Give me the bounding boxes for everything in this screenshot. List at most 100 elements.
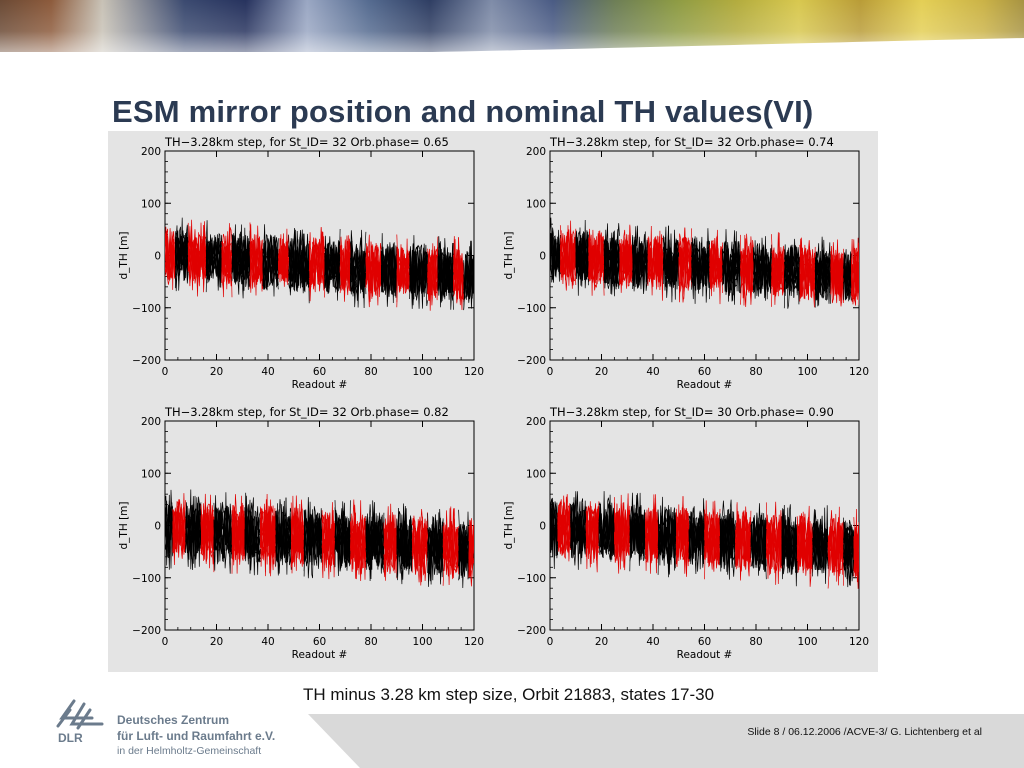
- series-line-10: [288, 241, 310, 292]
- series-line-18: [411, 516, 428, 572]
- y-tick-label: 100: [141, 198, 161, 210]
- y-tick-label: 100: [526, 198, 546, 210]
- chart-title: TH−3.28km step, for St_ID= 30 Orb.phase=…: [549, 405, 834, 419]
- series-line-21: [843, 254, 852, 301]
- series-line-1: [550, 234, 561, 277]
- series-line-19: [427, 517, 444, 585]
- series-line-12: [321, 511, 336, 559]
- series-line-6: [614, 493, 631, 555]
- x-tick-label: 20: [210, 366, 223, 378]
- series-line-1: [550, 500, 559, 557]
- series-line-14: [350, 499, 367, 573]
- series-line-5: [598, 502, 615, 556]
- series-line-10: [675, 508, 690, 577]
- series-line-17: [784, 245, 801, 297]
- series-line-7: [244, 492, 261, 561]
- series-line-7: [244, 504, 261, 571]
- logo-name-line3: in der Helmholtz-Gemeinschaft: [117, 745, 262, 757]
- series-line-11: [688, 517, 705, 560]
- series-line-1: [550, 237, 561, 278]
- series-line-5: [221, 227, 233, 282]
- x-tick-label: 80: [749, 636, 762, 648]
- series-line-21: [843, 535, 855, 586]
- series-line-17: [781, 518, 798, 575]
- series-line-14: [740, 234, 754, 293]
- y-tick-label: −100: [517, 573, 546, 585]
- series-line-2: [559, 225, 577, 281]
- series-line-18: [411, 519, 428, 583]
- series-line-17: [396, 513, 413, 581]
- chart-title: TH−3.28km step, for St_ID= 32 Orb.phase=…: [164, 405, 449, 419]
- series-line-15: [753, 240, 772, 293]
- series-line-14: [740, 240, 754, 305]
- x-tick-label: 120: [849, 636, 869, 648]
- y-tick-label: 100: [141, 468, 161, 480]
- x-tick-label: 60: [698, 636, 711, 648]
- series-line-11: [303, 518, 323, 579]
- figure-svg: TH−3.28km step, for St_ID= 32 Orb.phase=…: [118, 135, 869, 661]
- series-line-22: [463, 258, 474, 309]
- series-line-8: [647, 239, 664, 290]
- series-line-21: [843, 254, 852, 300]
- x-tick-label: 40: [261, 366, 274, 378]
- logo-name-line2: für Luft- und Raumfahrt e.V.: [117, 729, 276, 743]
- series-line-5: [221, 242, 233, 291]
- series-line-4: [200, 494, 215, 562]
- series-line-1: [165, 228, 176, 276]
- chart-title: TH−3.28km step, for St_ID= 32 Orb.phase=…: [164, 135, 449, 149]
- series-line-9: [278, 234, 289, 278]
- x-tick-label: 100: [412, 366, 432, 378]
- logo-name-line1: Deutsches Zentrum: [117, 713, 230, 727]
- series-line-6: [231, 234, 251, 299]
- series-line-13: [334, 513, 351, 562]
- x-tick-label: 100: [412, 636, 432, 648]
- series-line-13: [719, 514, 736, 562]
- series-line-7: [244, 518, 261, 576]
- series-line-8: [647, 240, 664, 301]
- x-tick-label: 40: [646, 366, 659, 378]
- series-line-12: [324, 244, 341, 290]
- series-line-6: [619, 238, 633, 284]
- series-line-11: [691, 244, 710, 304]
- series-line-14: [350, 248, 367, 308]
- x-tick-label: 80: [749, 366, 762, 378]
- series-line-20: [830, 248, 844, 304]
- series-line-19: [427, 248, 439, 298]
- series-line-16: [771, 246, 785, 298]
- series-line-18: [796, 516, 813, 574]
- series-line-7: [632, 225, 649, 290]
- series-line-18: [796, 526, 813, 568]
- y-tick-label: 100: [526, 468, 546, 480]
- series-line-10: [675, 495, 690, 574]
- y-tick-label: −200: [517, 625, 546, 637]
- series-line-8: [644, 515, 659, 574]
- series-line-20: [442, 508, 459, 566]
- series-line-3: [185, 504, 202, 568]
- series-line-5: [213, 495, 233, 550]
- x-axis-label: Readout #: [292, 649, 348, 661]
- y-tick-label: 0: [539, 251, 546, 263]
- series-line-11: [303, 506, 323, 558]
- series-line-9: [662, 240, 680, 303]
- x-tick-label: 0: [547, 636, 554, 648]
- dlr-logo-icon: [56, 699, 104, 730]
- series-line-19: [427, 512, 444, 574]
- series-line-18: [799, 244, 816, 308]
- chart-3: TH−3.28km step, for St_ID= 32 Orb.phase=…: [118, 405, 484, 661]
- x-tick-label: 120: [464, 636, 484, 648]
- series-line-6: [231, 510, 246, 574]
- series-line-22: [853, 524, 859, 571]
- x-tick-label: 40: [261, 636, 274, 648]
- series-line-20: [827, 513, 844, 589]
- series-line-16: [765, 526, 783, 585]
- series-line-15: [365, 500, 385, 571]
- series-line-8: [259, 503, 277, 559]
- chart-2: TH−3.28km step, for St_ID= 32 Orb.phase=…: [503, 135, 869, 391]
- series-line-13: [719, 509, 736, 563]
- series-line-5: [598, 497, 615, 555]
- x-axis-label: Readout #: [292, 379, 348, 391]
- x-tick-label: 120: [464, 366, 484, 378]
- series-line-9: [277, 245, 289, 280]
- series-line-3: [185, 510, 202, 554]
- series-line-10: [288, 227, 310, 288]
